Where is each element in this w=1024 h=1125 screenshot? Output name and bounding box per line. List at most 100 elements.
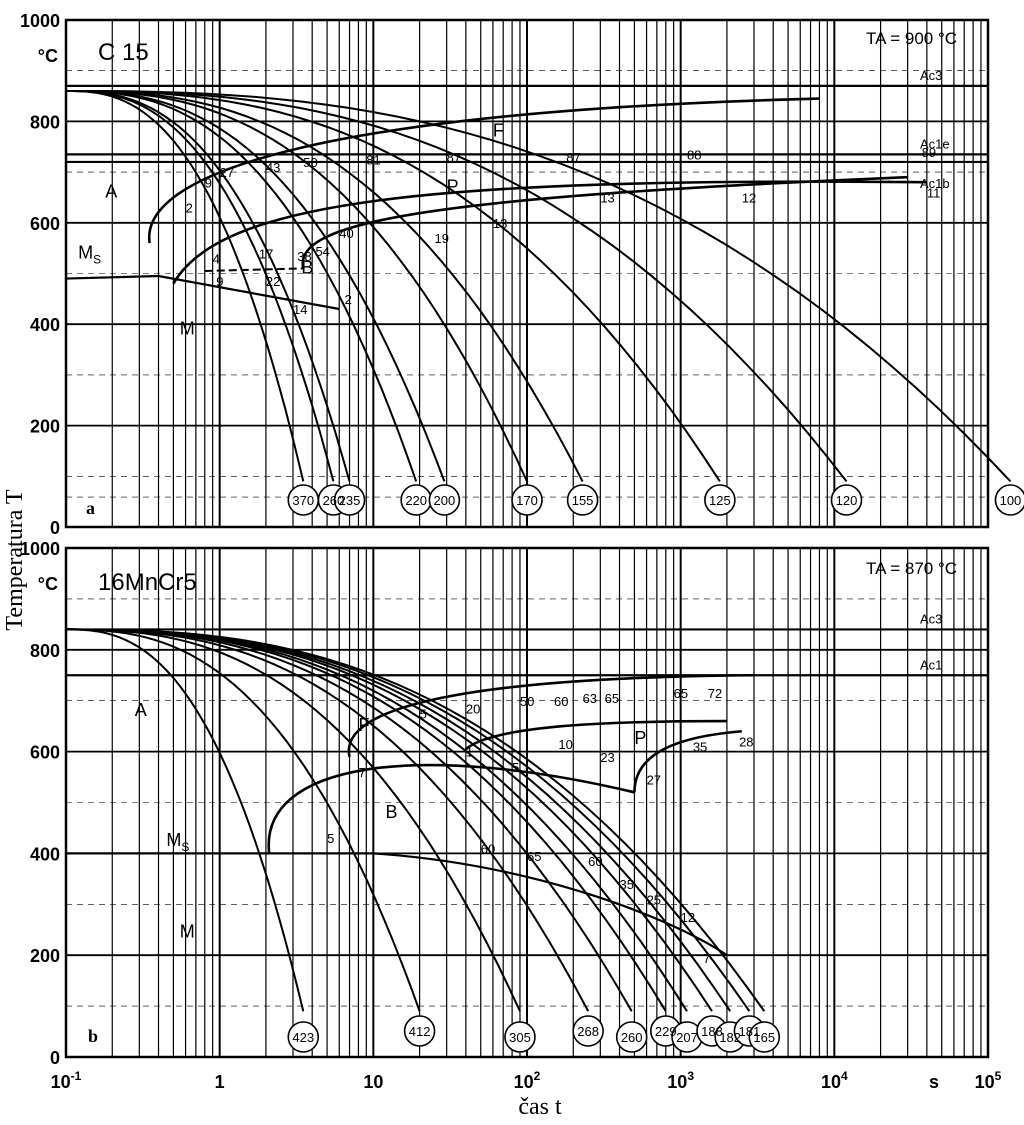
- hardness-label: 170: [516, 493, 538, 508]
- cooling-curve: [66, 90, 351, 482]
- ferrite-start-line: [147, 97, 820, 244]
- bainite-line: [204, 267, 304, 272]
- hardness-circle: [566, 484, 599, 516]
- cooling-curve: [66, 90, 1012, 483]
- x-tick-label: 10: [363, 1072, 383, 1092]
- hardness-label: 220: [405, 493, 427, 508]
- cooling-curve: [66, 90, 418, 482]
- y-tick-label: 800: [30, 641, 60, 661]
- transformation-percentage: 28: [739, 735, 753, 750]
- x-unit-label: s: [929, 1072, 939, 1092]
- x-tick-label: 103: [667, 1069, 694, 1092]
- hardness-label: 188: [701, 1024, 723, 1039]
- region-label-p: P: [634, 728, 646, 748]
- transformation-percentage: 13: [600, 191, 614, 206]
- transformation-percentage: 25: [647, 892, 661, 907]
- hardness-circle: [287, 1021, 320, 1053]
- y-tick-label: 600: [30, 214, 60, 234]
- hardness-label: 165: [753, 1030, 775, 1045]
- hardness-label: 412: [409, 1024, 431, 1039]
- cooling-curve: [65, 628, 521, 1012]
- region-label-f: F: [358, 715, 369, 735]
- pearlite-start-line: [172, 180, 927, 285]
- transformation-percentage: 65: [674, 686, 688, 701]
- transformation-percentage: 27: [647, 773, 661, 788]
- hardness-circle: [572, 1015, 604, 1047]
- transformation-percentage: 4: [213, 251, 220, 266]
- transformation-percentage: 35: [620, 877, 634, 892]
- hardness-label: 100: [1000, 493, 1022, 508]
- transformation-percentage: 65: [527, 849, 541, 864]
- region-label-b: B: [301, 258, 313, 278]
- transformation-percentage: 7: [358, 765, 365, 780]
- y-tick-label: 0: [50, 1048, 60, 1068]
- transformation-percentage: 87: [566, 150, 580, 165]
- transformation-percentage: 40: [339, 226, 353, 241]
- transformation-percentage: 35: [693, 740, 707, 755]
- transformation-percentage: 54: [315, 244, 329, 259]
- ms-line: [65, 274, 340, 311]
- hardness-label: 182: [719, 1030, 741, 1045]
- region-label-p: P: [447, 176, 459, 196]
- transformation-percentage: 17: [259, 246, 273, 261]
- x-tick-label: 102: [514, 1069, 541, 1092]
- transformation-percentage: 5: [327, 831, 334, 846]
- region-label-f: F: [493, 121, 504, 141]
- transformation-percentage: 81: [366, 152, 380, 167]
- x-tick-label: 10-1: [51, 1069, 82, 1092]
- hardness-circle: [504, 1021, 536, 1053]
- ref-line-label: Ac1b: [920, 176, 950, 191]
- transformation-percentage: 2: [186, 201, 193, 216]
- cooling-curve: [65, 628, 421, 1012]
- panel-b-letter: b: [88, 1026, 98, 1046]
- region-label-ms: MS: [78, 242, 101, 266]
- transformation-percentage: 12: [681, 910, 695, 925]
- cooling-curve: [65, 628, 305, 1012]
- cooling-curve: [66, 90, 584, 482]
- hardness-circle: [994, 484, 1024, 516]
- bainite-start-line: [267, 763, 635, 854]
- y-tick-label: 1000: [20, 11, 60, 31]
- transformation-percentage: 19: [434, 231, 448, 246]
- region-label-a: A: [135, 700, 147, 720]
- transformation-percentage: 10: [558, 737, 572, 752]
- transformation-percentage: 13: [493, 216, 507, 231]
- transformation-percentage: 20: [466, 701, 480, 716]
- hardness-circle: [748, 1021, 781, 1053]
- cooling-curve: [66, 90, 446, 482]
- label-layer: 02004006008001000°CAc3Ac1eAc1b0200400600…: [20, 11, 1022, 1092]
- panel-a-austenitizing: TA = 900 °C: [866, 29, 957, 48]
- hardness-label: 125: [709, 493, 731, 508]
- ref-line-label: Ac1e: [920, 136, 950, 151]
- region-label-m: M: [180, 318, 195, 338]
- panel-b-title: 16MnCr5: [98, 569, 197, 596]
- transformation-percentage: 7: [703, 951, 710, 966]
- hardness-label: 200: [434, 493, 456, 508]
- hardness-circle: [428, 484, 461, 516]
- transformation-percentage: 23: [600, 750, 614, 765]
- ref-line-label: Ac3: [920, 68, 942, 83]
- transformation-percentage: 14: [293, 302, 307, 317]
- transformation-percentage: 2: [345, 292, 352, 307]
- pearlite-start-line: [465, 719, 727, 751]
- hardness-label: 260: [621, 1030, 643, 1045]
- ferrite-start-line: [347, 673, 754, 757]
- y-tick-label: 600: [30, 743, 60, 763]
- panel-a-title: C 15: [98, 39, 149, 66]
- panel-b-austenitizing: TA = 870 °C: [866, 559, 957, 578]
- hardness-label: 260: [323, 493, 345, 508]
- region-label-m: M: [180, 921, 195, 941]
- transformation-percentage: 1: [466, 745, 473, 760]
- hardness-circle: [615, 1021, 648, 1053]
- ref-line-label: Ac1: [920, 657, 942, 672]
- transformation-percentage: 50: [520, 694, 534, 709]
- transformation-percentage: 60: [554, 694, 568, 709]
- hardness-label: 181: [739, 1024, 761, 1039]
- hardness-circle: [511, 484, 543, 516]
- transformation-percentage: 72: [708, 686, 722, 701]
- ref-line-label: Ac3: [920, 611, 942, 626]
- transformation-percentage: 89: [922, 145, 936, 160]
- pearlite-finish-line: [301, 175, 908, 269]
- transformation-percentage: 5: [420, 707, 427, 722]
